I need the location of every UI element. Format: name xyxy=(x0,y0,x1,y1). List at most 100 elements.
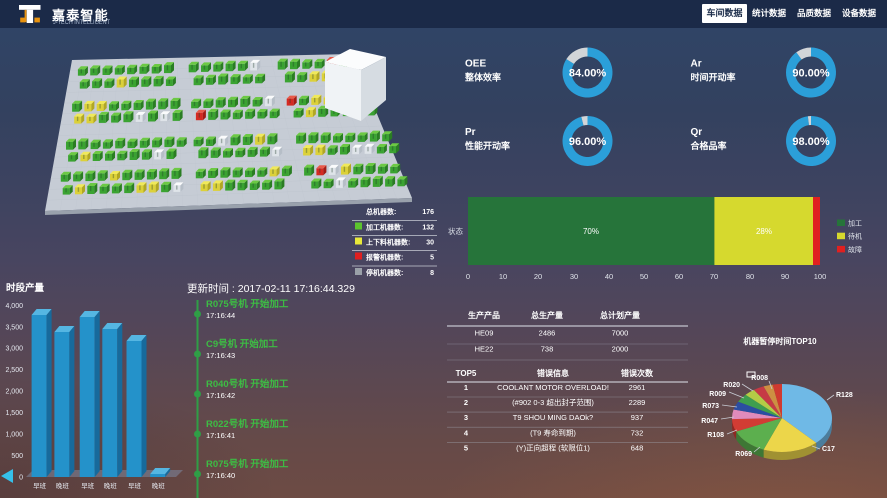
svg-text:60: 60 xyxy=(675,272,683,281)
svg-text:R040号机 开始加工: R040号机 开始加工 xyxy=(206,378,289,390)
svg-text:时段产量: 时段产量 xyxy=(6,282,45,294)
svg-text:4: 4 xyxy=(464,428,469,437)
svg-text:R075号机 开始加工: R075号机 开始加工 xyxy=(206,298,289,310)
svg-text:T9 SHOU MING DAOk?: T9 SHOU MING DAOk? xyxy=(513,413,593,422)
svg-text:停机机器数:: 停机机器数: xyxy=(366,268,403,277)
svg-text:17:16:44: 17:16:44 xyxy=(206,311,235,320)
svg-text:生产产品: 生产产品 xyxy=(468,310,500,320)
svg-text:总机器数:: 总机器数: xyxy=(366,207,396,216)
svg-text:上下料机器数:: 上下料机器数: xyxy=(366,238,410,247)
svg-text:1,500: 1,500 xyxy=(5,410,23,417)
svg-text:4,000: 4,000 xyxy=(5,303,23,310)
svg-text:1,000: 1,000 xyxy=(5,432,23,439)
svg-text:R009: R009 xyxy=(709,391,726,398)
svg-text:晚班: 晚班 xyxy=(104,481,118,490)
svg-text:R108: R108 xyxy=(707,432,724,439)
svg-text:早班: 早班 xyxy=(81,481,95,490)
svg-text:性能开动率: 性能开动率 xyxy=(465,140,510,151)
svg-text:5: 5 xyxy=(464,443,468,452)
svg-text:3,000: 3,000 xyxy=(5,346,23,353)
svg-text:937: 937 xyxy=(631,413,644,422)
svg-text:30: 30 xyxy=(426,240,434,247)
svg-text:80: 80 xyxy=(746,272,754,281)
svg-text:90.00%: 90.00% xyxy=(792,68,830,80)
svg-text:40: 40 xyxy=(605,272,613,281)
svg-text:3,500: 3,500 xyxy=(5,324,23,331)
svg-text:10: 10 xyxy=(499,272,507,281)
svg-text:30: 30 xyxy=(570,272,578,281)
svg-text:96.00%: 96.00% xyxy=(569,136,607,148)
svg-text:132: 132 xyxy=(422,225,434,232)
svg-text:Ar: Ar xyxy=(691,59,702,70)
svg-text:98.00%: 98.00% xyxy=(792,136,830,148)
svg-text:0: 0 xyxy=(19,475,23,482)
svg-text:错误次数: 错误次数 xyxy=(621,368,654,378)
svg-text:(#902 0-3 超出封子范围): (#902 0-3 超出封子范围) xyxy=(512,397,594,407)
svg-text:732: 732 xyxy=(631,428,644,437)
svg-text:2: 2 xyxy=(464,398,468,407)
svg-text:加工机器数:: 加工机器数: xyxy=(365,223,403,232)
svg-text:错误信息: 错误信息 xyxy=(537,368,569,378)
svg-text:20: 20 xyxy=(534,272,542,281)
svg-text:50: 50 xyxy=(640,272,648,281)
svg-text:加工: 加工 xyxy=(848,219,862,228)
svg-text:0: 0 xyxy=(466,272,470,281)
svg-text:648: 648 xyxy=(631,443,644,452)
svg-text:更新时间 : 2017-02-11 17:16:44.329: 更新时间 : 2017-02-11 17:16:44.329 xyxy=(187,282,355,295)
svg-text:Pr: Pr xyxy=(465,127,476,138)
svg-text:整体效率: 整体效率 xyxy=(464,72,501,83)
svg-text:晚班: 晚班 xyxy=(152,481,166,490)
svg-text:8: 8 xyxy=(430,270,434,277)
svg-text:晚班: 晚班 xyxy=(56,481,70,490)
svg-text:TOP5: TOP5 xyxy=(456,369,477,378)
svg-text:早班: 早班 xyxy=(128,481,142,490)
svg-text:HE22: HE22 xyxy=(475,345,494,354)
svg-text:Qr: Qr xyxy=(691,127,703,138)
svg-text:2000: 2000 xyxy=(612,345,629,354)
svg-text:故障: 故障 xyxy=(848,245,862,254)
svg-text:R069: R069 xyxy=(735,451,752,458)
svg-text:17:16:40: 17:16:40 xyxy=(206,471,235,480)
svg-text:HE09: HE09 xyxy=(475,329,494,338)
svg-text:R128: R128 xyxy=(836,392,853,399)
svg-text:17:16:41: 17:16:41 xyxy=(206,431,235,440)
svg-text:COOLANT MOTOR OVERLOAD!: COOLANT MOTOR OVERLOAD! xyxy=(497,383,609,392)
svg-text:500: 500 xyxy=(11,453,23,460)
svg-text:时间开动率: 时间开动率 xyxy=(691,72,736,83)
svg-text:总生产量: 总生产量 xyxy=(531,310,563,320)
svg-text:报警机器数:: 报警机器数: xyxy=(366,253,403,262)
svg-text:17:16:43: 17:16:43 xyxy=(206,351,235,360)
svg-text:R073: R073 xyxy=(702,403,719,410)
svg-text:合格品率: 合格品率 xyxy=(691,140,727,151)
svg-text:2,000: 2,000 xyxy=(5,389,23,396)
svg-text:2486: 2486 xyxy=(539,329,556,338)
svg-text:90: 90 xyxy=(781,272,789,281)
svg-text:R075号机 开始加工: R075号机 开始加工 xyxy=(206,458,289,470)
svg-text:状态: 状态 xyxy=(448,226,463,236)
svg-text:2961: 2961 xyxy=(629,383,646,392)
svg-text:176: 176 xyxy=(422,209,434,216)
svg-text:100: 100 xyxy=(814,272,827,281)
svg-text:7000: 7000 xyxy=(612,329,629,338)
svg-text:机器暂停时间TOP10: 机器暂停时间TOP10 xyxy=(743,336,817,346)
svg-text:1: 1 xyxy=(464,383,468,392)
svg-text:(T9 寿命到期): (T9 寿命到期) xyxy=(530,427,576,437)
svg-text:3: 3 xyxy=(464,413,468,422)
svg-text:5: 5 xyxy=(430,255,434,262)
svg-text:总计划产量: 总计划产量 xyxy=(600,310,640,320)
svg-text:738: 738 xyxy=(541,345,554,354)
svg-text:2,500: 2,500 xyxy=(5,367,23,374)
svg-text:C17: C17 xyxy=(822,446,835,453)
svg-text:OEE: OEE xyxy=(465,59,486,70)
svg-text:70: 70 xyxy=(710,272,718,281)
svg-text:70%: 70% xyxy=(583,227,599,236)
svg-text:2289: 2289 xyxy=(629,398,646,407)
svg-text:17:16:42: 17:16:42 xyxy=(206,391,235,400)
svg-text:84.00%: 84.00% xyxy=(569,68,607,80)
svg-text:R022号机 开始加工: R022号机 开始加工 xyxy=(206,418,289,430)
svg-text:R047: R047 xyxy=(701,418,718,425)
svg-text:28%: 28% xyxy=(756,227,772,236)
svg-text:早班: 早班 xyxy=(33,481,47,490)
svg-text:(Y)正向超程 (软限位1): (Y)正向超程 (软限位1) xyxy=(516,442,590,452)
svg-text:R020: R020 xyxy=(723,382,740,389)
